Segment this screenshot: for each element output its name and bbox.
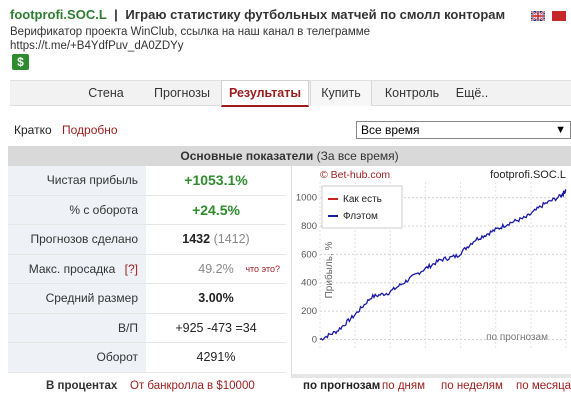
stat-row-wlp: В/П +925 -473 =34 bbox=[8, 313, 286, 343]
help-link[interactable]: [?] bbox=[124, 261, 138, 276]
stat-row-drawdown: Макс. просадка [?] 49.2% что это? bbox=[8, 254, 286, 284]
stat-row-profit: Чистая прибыль +1053.1% bbox=[8, 166, 286, 196]
view-short[interactable]: Кратко bbox=[14, 123, 52, 137]
tab-forecasts[interactable]: Прогнозы bbox=[154, 86, 210, 100]
chart-svg: 0 200 400 600 800 1000 © Bet-hub.com footprof… bbox=[292, 166, 571, 374]
graph-tab-by-forecasts[interactable]: по прогнозам bbox=[303, 380, 381, 392]
chart-legend: Как есть Флэтом bbox=[321, 185, 403, 229]
stats-table: Чистая прибыль +1053.1% % с оборота +24.… bbox=[8, 166, 286, 373]
stat-label-wrap: Макс. просадка [?] bbox=[8, 254, 146, 283]
stat-value-wrap: 3.00% bbox=[146, 284, 286, 313]
stat-label: Прогнозов сделано bbox=[8, 225, 146, 254]
uk-flag-icon[interactable] bbox=[531, 11, 545, 21]
legend-asis: Как есть bbox=[343, 194, 382, 205]
chart-scrollbar[interactable] bbox=[291, 374, 571, 378]
y-tick-label: 200 bbox=[301, 306, 317, 317]
bankroll-link[interactable]: От банкролла в $10000 bbox=[130, 380, 255, 392]
tab-results[interactable]: Результаты bbox=[221, 80, 309, 107]
what-is-it-link[interactable]: что это? bbox=[245, 263, 280, 274]
stat-label: % с оборота bbox=[8, 195, 146, 224]
section-subtitle: (За все время) bbox=[316, 149, 399, 163]
section-header: Основные показатели (За все время) bbox=[8, 146, 571, 166]
stat-row-turnover: Оборот 4291% bbox=[8, 343, 286, 373]
graph-footer: В процентах От банкролла в $10000 по про… bbox=[0, 380, 571, 398]
stat-label: Оборот bbox=[8, 343, 146, 372]
stat-row-roi: % с оборота +24.5% bbox=[8, 195, 286, 225]
section-title: Основные показатели bbox=[180, 149, 314, 163]
stat-value: 49.2% bbox=[198, 261, 234, 276]
stat-label: Средний размер bbox=[8, 284, 146, 313]
y-tick-label: 0 bbox=[312, 334, 317, 345]
page-title: Играю статистику футбольных матчей по см… bbox=[125, 7, 506, 22]
stat-value-wrap: 49.2% что это? bbox=[146, 255, 286, 284]
main-nav: Стена Прогнозы Результаты Купить Контрол… bbox=[10, 80, 571, 107]
title-line: footprofi.SOC.L | Играю статистику футбо… bbox=[10, 7, 565, 25]
stat-extra: (1412) bbox=[213, 232, 250, 246]
stat-row-avg: Средний размер 3.00% bbox=[8, 284, 286, 314]
period-selected: Все время bbox=[361, 123, 420, 137]
tab-control[interactable]: Контроль bbox=[384, 86, 440, 100]
y-tick-label: 400 bbox=[301, 278, 317, 289]
stat-value: +1053.1% bbox=[184, 172, 248, 188]
graph-tab-by-months[interactable]: по месяцам bbox=[516, 380, 571, 392]
stat-label: Чистая прибыль bbox=[8, 166, 146, 195]
stat-value: +925 -473 =34 bbox=[175, 320, 257, 335]
percent-title: В процентах bbox=[46, 380, 118, 392]
y-tick-label: 800 bbox=[301, 221, 317, 232]
stat-value: 3.00% bbox=[198, 291, 234, 305]
username-link[interactable]: footprofi.SOC.L bbox=[10, 7, 107, 22]
y-tick-label: 1000 bbox=[296, 193, 317, 204]
tab-buy[interactable]: Купить bbox=[310, 81, 372, 106]
stat-row-count: Прогнозов сделано 1432 (1412) bbox=[8, 225, 286, 255]
profit-chart: 0 200 400 600 800 1000 © Bet-hub.com footprof… bbox=[291, 166, 571, 374]
page-header: footprofi.SOC.L | Играю статистику футбо… bbox=[10, 7, 565, 53]
stat-value: 4291% bbox=[196, 350, 236, 364]
period-select[interactable]: Все время ▼ bbox=[356, 121, 571, 139]
stat-value: +24.5% bbox=[192, 201, 240, 218]
tab-wall[interactable]: Стена bbox=[88, 86, 124, 100]
chart-watermark: © Bet-hub.com bbox=[320, 169, 390, 181]
view-detailed-link[interactable]: Подробно bbox=[62, 123, 118, 137]
tab-more[interactable]: Ещё.. bbox=[455, 86, 489, 100]
title-separator: | bbox=[114, 7, 118, 22]
telegram-link[interactable]: https://t.me/+B4YdfPuv_dA0ZDYy bbox=[10, 40, 184, 52]
dollar-badge[interactable]: $ bbox=[12, 54, 29, 70]
stat-value: 1432 bbox=[182, 232, 211, 246]
chevron-down-icon: ▼ bbox=[555, 124, 566, 136]
graph-tab-by-days[interactable]: по дням bbox=[382, 380, 426, 392]
chart-ylabel: Прибыль, % bbox=[323, 242, 335, 299]
stat-value-wrap: 1432 (1412) bbox=[146, 225, 286, 254]
graph-tab-by-weeks[interactable]: по неделям bbox=[441, 380, 503, 392]
legend-flat: Флэтом bbox=[343, 211, 378, 222]
chart-owner: footprofi.SOC.L bbox=[490, 169, 566, 181]
stat-label: Макс. просадка bbox=[28, 261, 116, 276]
verifier-text: Верификатор проекта WinClub, ссылка на н… bbox=[10, 26, 371, 38]
chart-xlabel: по прогнозам bbox=[486, 332, 548, 343]
stat-label: В/П bbox=[8, 313, 146, 342]
language-flag-icon[interactable] bbox=[552, 11, 566, 21]
y-tick-label: 600 bbox=[301, 249, 317, 260]
series-line-flat bbox=[319, 188, 567, 341]
